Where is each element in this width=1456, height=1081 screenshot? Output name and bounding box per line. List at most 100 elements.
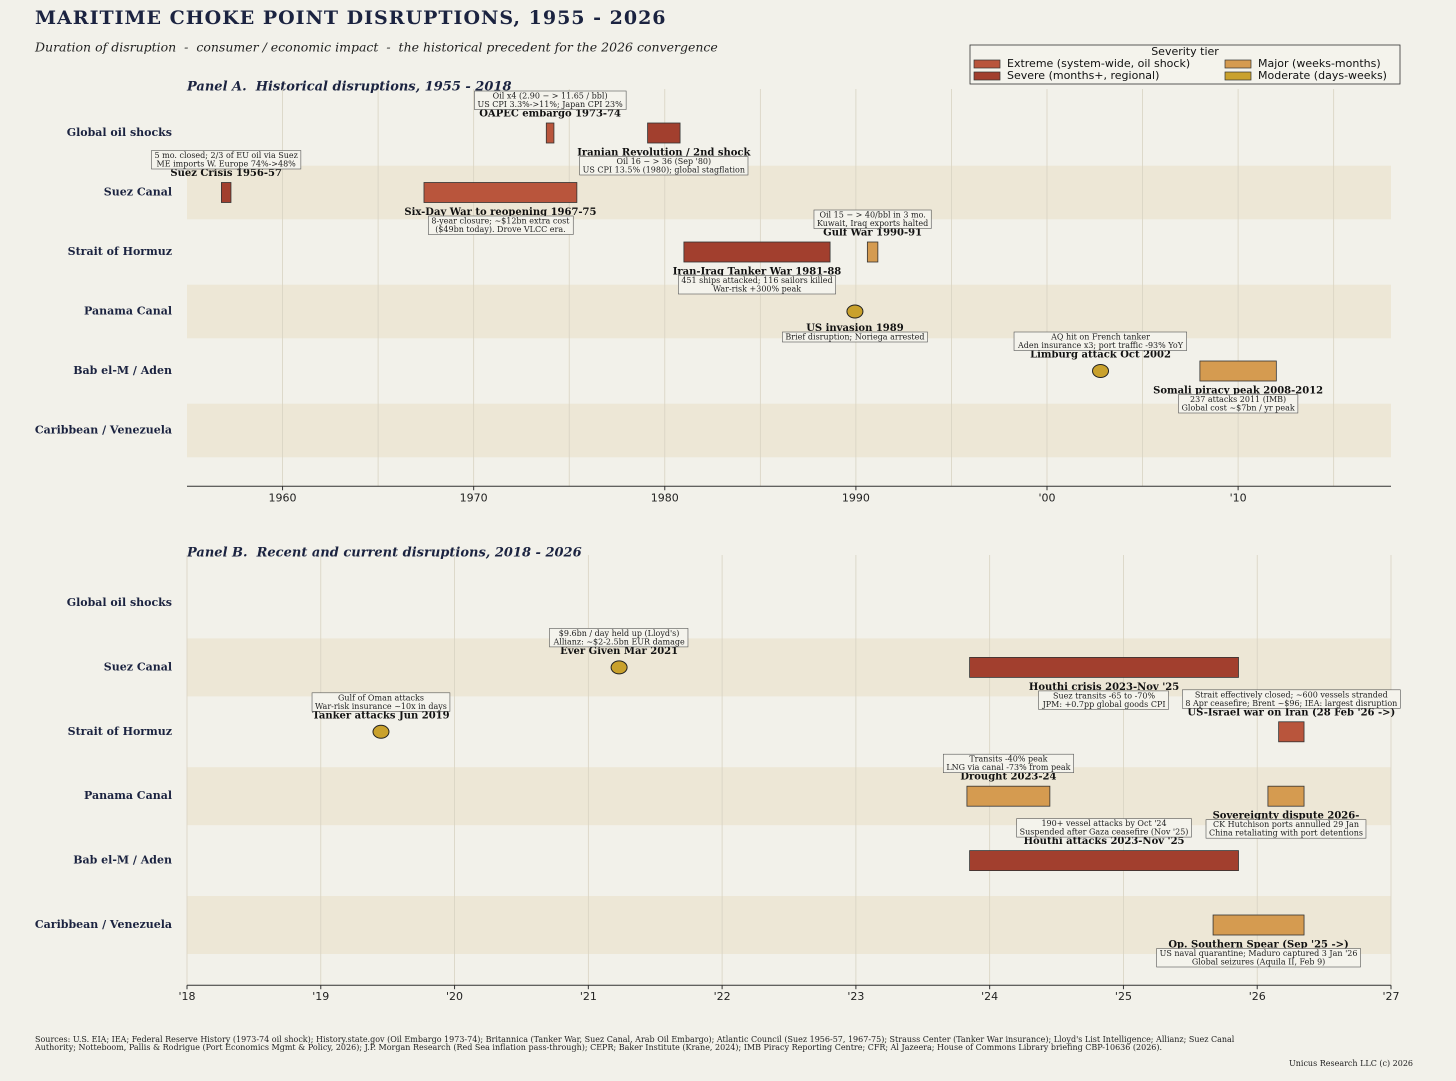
- event-point: [610, 660, 628, 675]
- event-label: Ever Given Mar 2021: [560, 646, 678, 657]
- event-bar: [647, 122, 681, 144]
- x-tick-label: 1970: [460, 491, 488, 504]
- note-box: [474, 90, 627, 110]
- x-tick-label: '22: [714, 990, 731, 1003]
- legend-label: Severe (months+, regional): [1007, 69, 1159, 82]
- event-note: 5 mo. closed; 2/3 of EU oil via Suez: [154, 151, 297, 160]
- note-box: [1038, 690, 1169, 710]
- event-note: $9.6bn / day held up (Lloyd's): [559, 629, 680, 638]
- row-band: [187, 165, 1391, 220]
- x-tick-label: '23: [847, 990, 864, 1003]
- event-label: Six-Day War to reopening 1967-75: [404, 207, 596, 218]
- event-note: China retaliating with port detentions: [1209, 829, 1363, 838]
- legend-label: Moderate (days-weeks): [1258, 69, 1387, 82]
- note-box: [943, 753, 1074, 774]
- legend-title: Severity tier: [1151, 45, 1219, 58]
- legend-box: [969, 44, 1401, 85]
- event-label: OAPEC embargo 1973-74: [479, 109, 621, 120]
- event-note: Oil 16 − > 36 (Sep '80): [616, 157, 711, 166]
- event-bar: [969, 850, 1239, 871]
- event-note: US CPI 3.3%->11%; Japan CPI 23%: [477, 100, 623, 109]
- event-label: Iran-Iraq Tanker War 1981-88: [673, 267, 842, 278]
- note-box: [311, 692, 451, 712]
- figure-subtitle: Duration of disruption - consumer / econ…: [34, 40, 718, 55]
- legend-swatch: [1224, 59, 1252, 69]
- row-label: Panama Canal: [84, 789, 172, 802]
- event-note: Allianz: ~$2-2.5bn EUR damage: [553, 637, 685, 646]
- event-note: Oil x4 (2.90 − > 11.65 / bbl): [493, 92, 608, 101]
- event-label: Suez Crisis 1956-57: [170, 168, 282, 179]
- event-label: Sovereignty dispute 2026-: [1213, 811, 1360, 822]
- note-box: [678, 275, 836, 295]
- credit: Unicus Research LLC (c) 2026: [1289, 1059, 1413, 1068]
- event-note: Oil 15 − > 40/bbl in 3 mo.: [819, 211, 925, 220]
- event-bar: [1278, 721, 1305, 743]
- figure-title: MARITIME CHOKE POINT DISRUPTIONS, 1955 -…: [35, 7, 667, 29]
- note-box: [549, 628, 689, 648]
- event-label: Op. Southern Spear (Sep '25 ->): [1168, 940, 1348, 951]
- event-label: Drought 2023-24: [960, 772, 1056, 783]
- event-bar: [1267, 785, 1305, 807]
- event-label: Gulf War 1990-91: [823, 228, 922, 239]
- event-note: War-risk +300% peak: [713, 285, 801, 294]
- legend-swatch: [1224, 71, 1252, 81]
- row-label: Caribbean / Venezuela: [35, 424, 172, 437]
- note-box: [1156, 948, 1361, 968]
- legend-swatch: [973, 59, 1001, 69]
- event-label: Houthi attacks 2023-Nov '25: [1024, 836, 1185, 847]
- note-box: [1182, 689, 1401, 709]
- x-tick-label: '20: [446, 990, 463, 1003]
- legend-swatch: [973, 71, 1001, 81]
- row-label: Strait of Hormuz: [68, 245, 172, 258]
- event-note: Global cost ~$7bn / yr peak: [1182, 404, 1295, 413]
- event-label: Houthi crisis 2023-Nov '25: [1029, 682, 1179, 693]
- x-tick-label: '10: [1230, 491, 1247, 504]
- x-tick-label: '25: [1115, 990, 1132, 1003]
- note-box: [151, 150, 302, 170]
- row-label: Global oil shocks: [67, 596, 172, 609]
- x-tick-label: 1980: [651, 491, 679, 504]
- x-tick-label: 1960: [269, 491, 297, 504]
- event-note: AQ hit on French tanker: [1050, 333, 1150, 342]
- event-note: 190+ vessel attacks by Oct '24: [1041, 819, 1166, 828]
- event-note: 8-year closure; ~$12bn extra cost: [431, 217, 570, 226]
- event-point: [372, 724, 390, 739]
- row-band: [187, 896, 1391, 954]
- sources-line: Sources: U.S. EIA; IEA; Federal Reserve …: [35, 1035, 1235, 1044]
- event-note: Strait effectively closed; ~600 vessels …: [1195, 690, 1388, 699]
- event-note: 237 attacks 2011 (IMB): [1190, 395, 1286, 404]
- note-box: [1016, 818, 1192, 838]
- x-tick-label: '18: [178, 990, 195, 1003]
- event-note: 8 Apr ceasefire; Brent ~$96; IEA: larges…: [1185, 699, 1397, 708]
- event-label: Iranian Revolution / 2nd shock: [577, 148, 751, 159]
- legend-label: Major (weeks-months): [1258, 57, 1381, 70]
- event-note: US CPI 13.5% (1980); global stagflation: [583, 166, 745, 175]
- note-box: [579, 156, 749, 176]
- event-note: Transits -40% peak: [969, 755, 1047, 764]
- row-label: Bab el-M / Aden: [73, 854, 172, 867]
- note-box: [1013, 331, 1187, 351]
- event-label: Somali piracy peak 2008-2012: [1153, 386, 1323, 397]
- note-box: [428, 215, 574, 235]
- x-tick-label: 1990: [842, 491, 870, 504]
- note-box: [1205, 819, 1367, 839]
- event-note: CK Hutchison ports annulled 29 Jan: [1213, 820, 1359, 829]
- row-label: Global oil shocks: [67, 126, 172, 139]
- x-tick-label: '19: [312, 990, 329, 1003]
- event-bar: [220, 182, 232, 203]
- event-bar: [1199, 360, 1277, 382]
- event-note: War-risk insurance ~10x in days: [315, 702, 447, 711]
- event-point: [1092, 364, 1110, 378]
- event-note: Suspended after Gaza ceasefire (Nov '25): [1020, 828, 1189, 837]
- event-label: US invasion 1989: [806, 323, 904, 334]
- legend-label: Extreme (system-wide, oil shock): [1007, 57, 1190, 70]
- event-note: Aden insurance x3; port traffic -93% YoY: [1017, 341, 1184, 350]
- event-label: Limburg attack Oct 2002: [1030, 350, 1171, 361]
- event-bar: [969, 657, 1239, 678]
- event-bar: [866, 241, 879, 263]
- event-label: Tanker attacks Jun 2019: [312, 710, 449, 721]
- x-tick-label: '00: [1038, 491, 1055, 504]
- event-note: Brief disruption; Noriega arrested: [785, 333, 924, 342]
